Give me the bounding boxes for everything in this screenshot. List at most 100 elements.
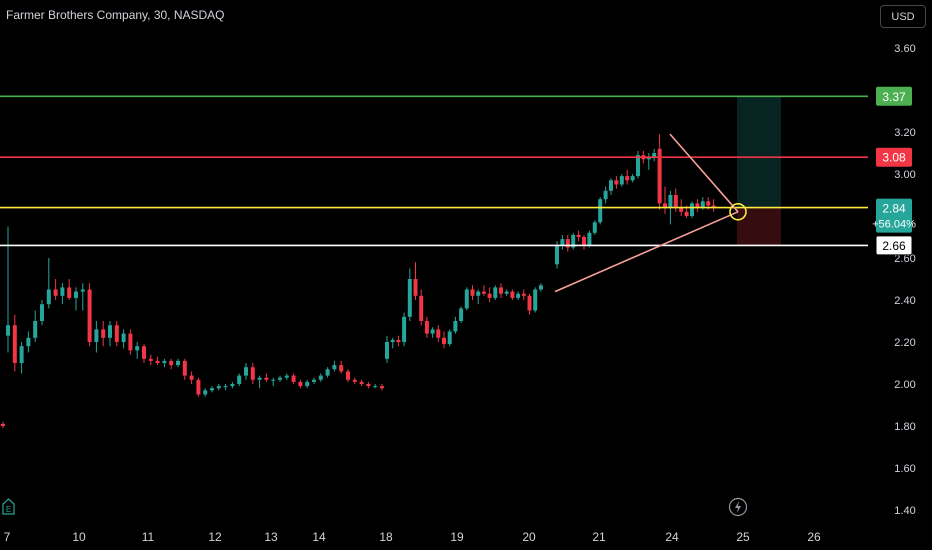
x-tick-label: 10	[72, 530, 86, 544]
candle-body	[182, 360, 187, 376]
x-tick-label: 11	[142, 530, 155, 544]
candle-body	[271, 379, 276, 381]
candle-body	[108, 325, 112, 338]
candle-body	[325, 369, 330, 376]
price-tag-label: 2.84	[882, 202, 906, 216]
price-tag	[875, 235, 913, 256]
candle-body	[521, 293, 526, 296]
candle-body	[565, 239, 570, 248]
candle-body	[339, 365, 344, 372]
y-tick-label: 3.20	[894, 127, 915, 139]
price-tag	[876, 198, 912, 233]
candle-body	[560, 239, 565, 246]
candle-body	[189, 375, 194, 380]
candle-body	[673, 195, 678, 208]
candle-body	[87, 289, 92, 342]
candle-body	[538, 285, 543, 290]
svg-text:E: E	[6, 505, 11, 514]
candle-body	[571, 234, 576, 248]
candle-body	[19, 346, 24, 363]
stop-zone	[737, 207, 781, 246]
candle-body	[359, 381, 364, 384]
candle-body	[250, 367, 255, 380]
candle-body	[135, 346, 140, 351]
candle-body	[576, 234, 581, 237]
time-axis: 7 10 11 12 13 14 18 19 20 21 24 25 26	[4, 530, 821, 544]
candle-body	[396, 339, 401, 342]
candle-body	[298, 381, 303, 387]
candle-body	[46, 289, 51, 305]
candle-body	[40, 304, 44, 321]
position-zones	[737, 96, 781, 246]
candle-body	[695, 203, 700, 208]
horizontal-lines	[0, 95, 868, 247]
candle-body	[74, 291, 78, 298]
candle-body	[413, 279, 418, 296]
x-tick-label: 13	[264, 530, 278, 544]
candle-body	[630, 176, 635, 181]
earnings-icon[interactable]: E	[2, 498, 15, 515]
candle-body	[459, 308, 464, 321]
currency-button[interactable]: USD	[880, 5, 926, 28]
candle-body	[619, 176, 624, 185]
candle-body	[636, 155, 640, 177]
x-tick-label: 14	[312, 530, 326, 544]
candle-body	[436, 329, 441, 338]
lightning-icon[interactable]	[728, 497, 748, 517]
candle-body	[312, 379, 316, 382]
candle-body	[646, 157, 651, 160]
candle-body	[291, 375, 296, 382]
candle-body	[318, 375, 323, 380]
candle-body	[504, 291, 509, 294]
candle-body	[527, 295, 532, 311]
symbol-title: Farmer Brothers Company, 30, NASDAQ	[6, 8, 225, 22]
candle-body	[668, 195, 673, 208]
candle-body	[453, 321, 458, 332]
candle-body	[510, 291, 515, 298]
y-tick-label: 1.40	[894, 505, 915, 517]
candle-body	[114, 325, 119, 342]
candle-body	[346, 371, 350, 380]
candle-body	[230, 384, 235, 387]
candle-body	[33, 321, 38, 338]
candle-body	[493, 287, 498, 298]
candle-body	[652, 153, 657, 158]
candle-body	[373, 386, 378, 388]
candle-body	[598, 199, 603, 223]
candle-body	[6, 325, 10, 336]
price-tag-label: 3.08	[882, 151, 906, 165]
apex-circle	[729, 203, 747, 221]
candle-body	[128, 333, 133, 351]
candle-body	[210, 388, 214, 391]
candle-body	[592, 222, 597, 233]
candle-body	[264, 377, 269, 380]
candle-body	[80, 289, 85, 292]
y-tick-label: 2.40	[894, 295, 915, 307]
price-tags: 3.37 3.08 2.84 +56.04% 2.66	[872, 86, 916, 256]
candle-body	[142, 346, 146, 359]
y-tick-label: 3.60	[894, 43, 915, 55]
candle-body	[419, 295, 424, 321]
price-tag	[876, 147, 912, 167]
candle-body	[582, 237, 586, 246]
candle-body	[499, 287, 503, 294]
candle-body	[196, 379, 201, 395]
candle-body	[476, 291, 481, 296]
y-tick-label: 1.80	[894, 421, 915, 433]
candle-body	[700, 201, 705, 208]
candle-body	[609, 180, 613, 191]
x-tick-label: 20	[522, 530, 536, 544]
candle-body	[169, 360, 174, 366]
candle-body	[424, 321, 429, 334]
candle-body	[625, 176, 630, 181]
x-tick-label: 21	[592, 530, 606, 544]
candle-body	[470, 289, 475, 296]
candle-body	[162, 360, 167, 363]
candle-body	[26, 337, 31, 347]
candle-body	[603, 190, 608, 200]
candle-body	[94, 329, 99, 342]
y-tick-label: 1.60	[894, 463, 915, 475]
price-tag-label: 3.37	[882, 90, 906, 104]
candle-body	[706, 201, 711, 206]
